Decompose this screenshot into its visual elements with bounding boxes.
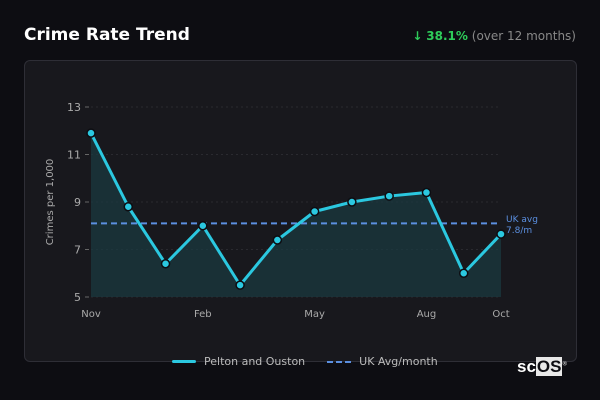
data-point (86, 128, 96, 138)
data-point (198, 221, 208, 231)
legend-label: UK Avg/month (359, 355, 438, 368)
down-arrow-icon: ↓ (412, 29, 423, 43)
y-tick-label: 7 (74, 244, 81, 257)
series-area (91, 133, 501, 297)
y-tick-label: 13 (67, 101, 81, 114)
scos-logo: scOS® (517, 357, 567, 376)
data-point (272, 235, 283, 245)
data-point (123, 202, 134, 212)
x-tick-label: Feb (194, 309, 212, 320)
y-tick-label: 11 (67, 149, 81, 162)
data-point (421, 187, 432, 198)
legend-label: Pelton and Ouston (204, 355, 306, 368)
legend-item-avg[interactable]: UK Avg/month (327, 355, 438, 368)
series-line (89, 132, 503, 287)
change-period: (over 12 months) (471, 29, 576, 43)
data-point (347, 197, 357, 207)
x-tick-label: Aug (417, 309, 437, 320)
data-point (496, 229, 506, 239)
data-point (309, 206, 320, 217)
avg-swatch (327, 360, 352, 363)
x-tick-label: Oct (492, 309, 509, 320)
x-tick-label: May (304, 309, 325, 320)
y-tick-label: 5 (74, 291, 81, 304)
uk-avg-label: UK avg (506, 215, 538, 225)
change-percent: 38.1% (426, 29, 468, 43)
data-point (458, 268, 469, 278)
x-tick-label: Nov (81, 309, 101, 320)
y-axis-label: Crimes per 1,000 (45, 159, 56, 246)
data-point (160, 259, 171, 269)
uk-avg-value-label: 7.8/m (506, 226, 532, 236)
data-point (235, 280, 245, 290)
legend: Pelton and Ouston UK Avg/month (172, 355, 438, 368)
series-swatch (172, 360, 196, 363)
trend-change: ↓ 38.1% (over 12 months) (412, 29, 576, 43)
y-tick-label: 9 (74, 196, 81, 209)
data-point (384, 191, 394, 201)
legend-item-series[interactable]: Pelton and Ouston (172, 355, 305, 368)
page-title: Crime Rate Trend (24, 25, 190, 45)
